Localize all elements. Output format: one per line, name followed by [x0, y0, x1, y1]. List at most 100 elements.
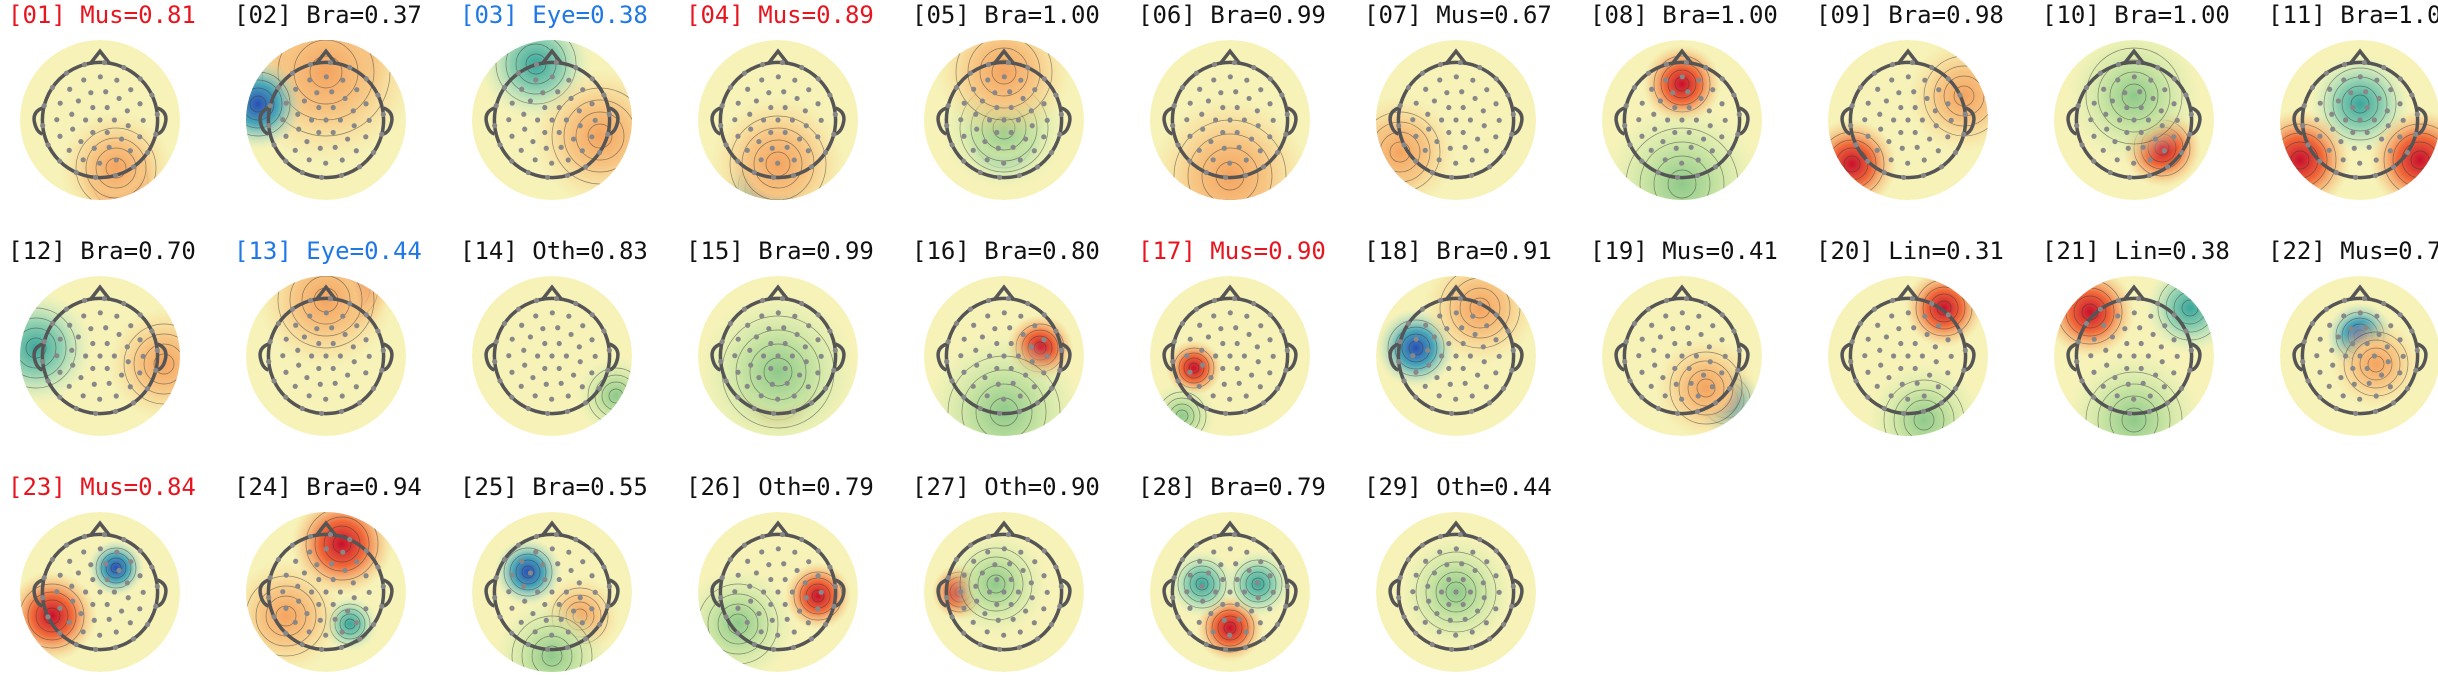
electrode-dot: [768, 129, 774, 136]
electrode-dot: [535, 353, 541, 359]
electrode-dot: [2300, 359, 2306, 365]
electrode-dot: [1901, 410, 1907, 417]
electrode-dot: [1446, 365, 1452, 372]
electrode-dot: [2387, 148, 2393, 154]
electrode-dot: [775, 310, 781, 316]
electrode-markers: [1396, 295, 1516, 417]
electrode-dot: [1436, 157, 1442, 163]
electrode-dot: [1251, 64, 1257, 71]
electrode-dot: [330, 601, 336, 608]
electrode-dot: [2124, 104, 2130, 111]
electrode-dot: [1663, 77, 1669, 83]
electrode-dot: [1211, 549, 1217, 555]
electrode-dot: [735, 605, 741, 611]
electrode-dot: [1284, 111, 1290, 117]
electrode-dot: [1267, 337, 1273, 343]
electrode-dot: [748, 598, 754, 604]
electrode-dot: [1426, 126, 1432, 132]
electrode-dot: [154, 111, 160, 117]
electrode-dot: [344, 372, 351, 378]
electrode-dot: [997, 646, 1003, 653]
electrode-dot: [1005, 531, 1011, 538]
electrode-dot: [1652, 126, 1658, 132]
electrode-dot: [149, 564, 155, 570]
electrode-dot: [1474, 372, 1481, 378]
electrode-dot: [2413, 131, 2419, 137]
electrode-dot: [2171, 337, 2177, 343]
electrode-dot: [492, 359, 498, 365]
electrode-dot: [1663, 297, 1670, 304]
electrode-dot: [1483, 384, 1489, 390]
electrode-dot: [2353, 174, 2359, 181]
electrode-dot: [2371, 353, 2377, 359]
electrode-dot: [1457, 531, 1463, 538]
electrode-dot: [1484, 323, 1490, 329]
component-probability: 0.44: [1494, 473, 1552, 501]
electrode-dot: [1657, 334, 1664, 340]
electrode-dot: [542, 104, 548, 111]
electrode-dot: [1413, 158, 1419, 164]
head-outline: [258, 520, 394, 652]
electrode-dot: [1679, 74, 1685, 80]
electrode-dot: [2357, 117, 2363, 123]
electrode-dot: [2385, 359, 2391, 365]
electrode-dot: [309, 353, 315, 359]
component-probability: 0.83: [590, 237, 648, 265]
electrode-dot: [735, 100, 741, 106]
electrode-dot: [45, 142, 51, 148]
electrode-dot: [2104, 126, 2110, 132]
electrode-dot: [1898, 340, 1904, 347]
electrode-dot: [1196, 147, 1202, 153]
component-type: Bra: [758, 237, 802, 265]
component-type: Mus: [80, 1, 124, 29]
electrode-dot: [104, 365, 110, 372]
electrode-dot: [2112, 138, 2118, 145]
electrode-dot: [2147, 157, 2153, 163]
electrode-dot: [2350, 104, 2356, 111]
electrode-dot: [1257, 620, 1263, 626]
component-index: [29]: [1364, 473, 1437, 501]
electrode-dot: [1670, 326, 1676, 332]
electrode-dot: [67, 322, 73, 328]
electrode-dot: [1446, 576, 1452, 583]
equals-sign: =: [1253, 1, 1269, 29]
electrode-dot: [1234, 340, 1240, 347]
electrode-dot: [984, 393, 990, 399]
electrode-dot: [589, 312, 595, 318]
electrode-dot: [316, 365, 322, 372]
electrode-dot: [555, 561, 561, 567]
component-type: Lin: [1888, 237, 1932, 265]
electrode-dot: [342, 331, 348, 338]
electrode-dot: [1175, 378, 1181, 384]
electrode-dot: [2100, 383, 2106, 389]
electrode-dot: [2330, 362, 2336, 368]
electrode-dot: [735, 336, 741, 342]
electrode-dot: [379, 603, 385, 609]
electrode-dot: [1496, 353, 1502, 359]
electrode-dot: [1679, 117, 1685, 123]
electrode-dot: [379, 131, 385, 137]
electrode-dot: [982, 610, 988, 617]
electrode-dot: [2326, 147, 2332, 153]
electrode-dot: [283, 605, 289, 611]
electrode-dot: [515, 306, 522, 312]
electrode-dot: [1213, 353, 1219, 359]
electrode-dot: [337, 117, 343, 123]
electrode-dot: [57, 158, 63, 164]
electrode-dot: [1453, 632, 1459, 638]
electrode-dot: [1413, 605, 1419, 611]
electrode-dot: [961, 605, 967, 611]
electrode-dot: [97, 632, 103, 638]
electrode-dot: [564, 644, 571, 651]
electrode-dot: [69, 583, 75, 589]
electrode-dot: [2357, 74, 2363, 80]
electrode-dot: [1241, 353, 1247, 359]
electrode-dot: [568, 331, 574, 338]
electrode-dot: [1469, 393, 1475, 399]
electrode-dot: [540, 326, 546, 332]
electrode-dot: [1484, 559, 1490, 565]
electrode-dot: [54, 589, 60, 595]
electrode-dot: [1627, 378, 1633, 384]
electrode-dot: [543, 617, 549, 623]
electrode-dot: [75, 98, 82, 104]
